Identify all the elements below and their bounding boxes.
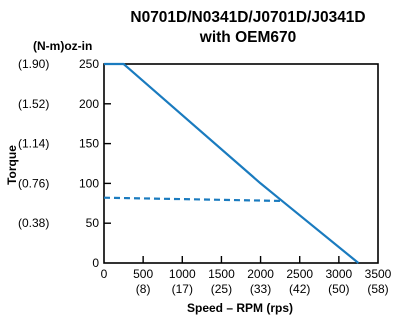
x-tick-sublabel: (33) — [250, 282, 271, 296]
x-tick-sublabel: (17) — [172, 282, 193, 296]
dashed-torque-curve — [103, 196, 281, 202]
x-tick-label: 3000 — [326, 267, 353, 281]
y-axis-label: Torque — [5, 145, 19, 185]
x-tick-label: 2500 — [286, 267, 313, 281]
x-tick-label: 2000 — [247, 267, 274, 281]
chart-subtitle: with OEM670 — [199, 29, 296, 46]
y-unit-label: (N-m)oz-in — [33, 39, 92, 53]
x-tick-sublabel: (25) — [211, 282, 232, 296]
x-tick-label: 3500 — [365, 267, 392, 281]
y-tick-metric-label: (0.38) — [18, 216, 49, 230]
y-tick-label: 150 — [79, 137, 99, 151]
x-tick-sublabel: (8) — [136, 282, 151, 296]
plot-area: 0 50 (0.38) 100 (0.76) 150 (1.14) 200 (1.52) 250 (… — [18, 57, 392, 296]
y-tick-metric-label: (1.90) — [18, 57, 49, 71]
x-tick-sublabel: (42) — [289, 282, 310, 296]
y-tick-label: 0 — [92, 256, 99, 270]
x-tick-label: 1500 — [208, 267, 235, 281]
x-tick-label: 1000 — [169, 267, 196, 281]
x-tick-sublabel: (58) — [367, 282, 388, 296]
x-axis-label: Speed – RPM (rps) — [187, 301, 293, 315]
x-tick-label: 0 — [101, 267, 108, 281]
y-tick-label: 50 — [86, 216, 100, 230]
y-tick-label: 100 — [79, 176, 99, 190]
solid-torque-curve — [104, 62, 360, 264]
x-tick-sublabel: (50) — [328, 282, 349, 296]
chart-title: N0701D/N0341D/J0701D/J0341D — [130, 9, 365, 26]
y-tick-label: 200 — [79, 97, 99, 111]
y-tick-metric-label: (0.76) — [18, 176, 49, 190]
y-tick-label: 250 — [79, 57, 99, 71]
x-tick-label: 500 — [133, 267, 153, 281]
y-tick-metric-label: (1.14) — [18, 137, 49, 151]
y-tick-metric-label: (1.52) — [18, 97, 49, 111]
plot-frame — [103, 63, 379, 264]
